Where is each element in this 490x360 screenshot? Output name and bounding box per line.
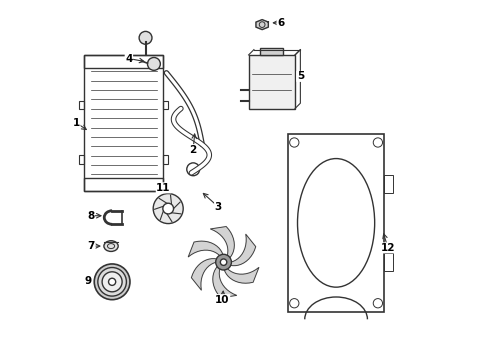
Bar [384,253,393,271]
Text: 6: 6 [277,18,284,28]
Polygon shape [256,19,269,30]
Polygon shape [213,266,237,298]
Bar [248,55,295,109]
Bar [163,101,168,109]
Text: 8: 8 [87,211,94,221]
Polygon shape [224,267,259,283]
Circle shape [147,58,160,70]
Bar [79,101,84,109]
Text: 7: 7 [88,241,95,251]
Circle shape [102,272,122,292]
Text: 11: 11 [156,183,171,193]
Circle shape [216,254,231,270]
Polygon shape [210,226,234,258]
Text: 4: 4 [125,54,133,64]
Text: 1: 1 [73,118,80,128]
Bar [84,178,163,191]
Circle shape [139,31,152,44]
Bar [163,156,168,163]
Bar [288,134,384,312]
Circle shape [163,203,173,214]
Polygon shape [188,241,223,257]
Bar [79,156,84,163]
Circle shape [153,194,183,224]
Bar [84,55,163,191]
Text: 2: 2 [190,145,197,155]
Text: 9: 9 [84,276,91,286]
Circle shape [98,267,126,296]
Text: 3: 3 [215,202,222,212]
Bar [384,175,393,193]
Circle shape [220,259,227,265]
Circle shape [94,264,130,300]
Text: 12: 12 [381,243,395,253]
Circle shape [109,278,116,285]
Ellipse shape [104,241,118,251]
Polygon shape [230,234,256,266]
Text: 10: 10 [215,295,230,305]
Polygon shape [192,258,217,290]
Bar [260,48,283,55]
Bar [84,55,163,68]
Text: 5: 5 [297,71,304,81]
